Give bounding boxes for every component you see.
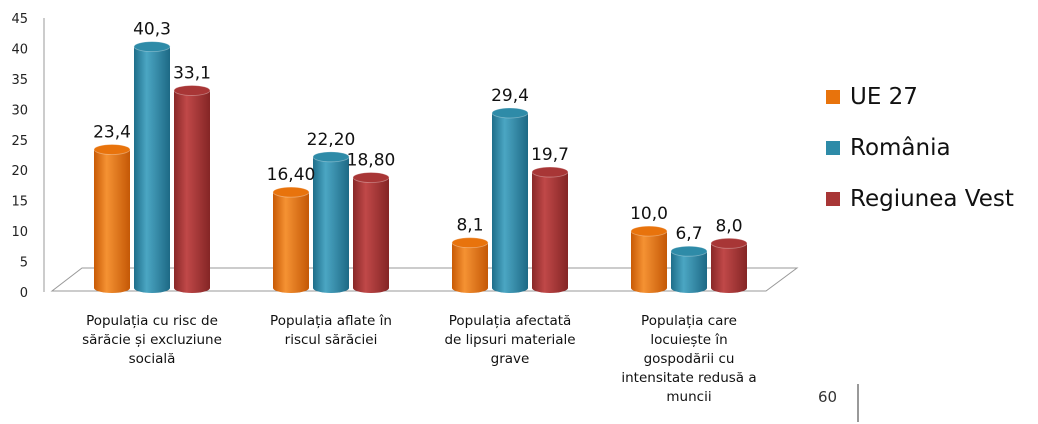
bar	[272, 186, 310, 293]
data-label: 23,4	[93, 123, 131, 143]
category-label-line: riscul sărăciei	[285, 332, 378, 348]
bar-body	[313, 156, 349, 293]
y-tick-label: 0	[20, 286, 28, 301]
bar-top	[630, 225, 668, 237]
data-label: 8,0	[715, 216, 742, 236]
category-label-line: de lipsuri materiale	[444, 332, 575, 348]
data-label: 19,7	[531, 145, 569, 165]
data-label: 33,1	[173, 63, 211, 83]
legend-label: Regiunea Vest	[850, 186, 1014, 212]
bar-body	[452, 242, 488, 293]
data-label: 40,3	[133, 20, 171, 40]
legend-swatch	[826, 90, 840, 104]
y-tick-label: 40	[11, 42, 28, 57]
bar-top	[93, 144, 131, 155]
data-label: 10,0	[630, 204, 668, 224]
category-label-line: gospodării cu	[644, 351, 735, 367]
chart-floor	[50, 267, 799, 292]
bar-top	[173, 85, 211, 96]
category-label-line: Populația cu risc de	[86, 313, 218, 329]
bar	[531, 166, 569, 293]
category-label-line: Populația afectată	[449, 313, 572, 329]
legend-item: Regiunea Vest	[826, 186, 1014, 212]
data-label: 8,1	[456, 216, 483, 236]
bar	[710, 237, 748, 293]
bar-body	[671, 251, 707, 293]
data-label: 16,40	[267, 165, 316, 185]
bars	[93, 41, 748, 293]
bar-top	[710, 237, 748, 249]
y-tick-label: 25	[11, 134, 28, 149]
category-labels: Populația cu risc de sărăcie și excluziun…	[82, 313, 757, 405]
bar-body	[353, 177, 389, 293]
category-label-line: muncii	[666, 389, 711, 405]
bar-body	[94, 149, 130, 293]
data-label: 6,7	[675, 224, 702, 244]
legend-swatch	[826, 192, 840, 206]
y-tick-label: 35	[11, 73, 28, 88]
category-label-line: sărăcie și excluziune	[82, 332, 222, 348]
page-number-group: 60	[818, 384, 859, 422]
category-label: Populația afectată de lipsuri materiale gr…	[444, 313, 575, 367]
category-label-line: locuiește în	[650, 332, 727, 348]
category-label-line: Populația aflate în	[270, 313, 392, 329]
bar-top	[352, 172, 390, 183]
bar-top	[451, 237, 489, 249]
y-tick-label: 5	[20, 256, 28, 271]
category-label-line: intensitate redusă a	[621, 370, 756, 386]
category-label-line: Populația care	[641, 313, 737, 329]
category-label: Populația care locuiește în gospodării cu i…	[621, 313, 756, 405]
bar-top	[531, 166, 569, 178]
legend-item: România	[826, 135, 951, 161]
bar-body	[174, 90, 210, 293]
bar	[93, 144, 131, 293]
legend-item: UE 27	[826, 84, 918, 110]
bar	[312, 151, 350, 293]
data-labels: 23,4 16,40 8,1 10,0 40,3 22,20 29,4 6,7 33,1 18,8…	[93, 20, 742, 245]
bar-body	[134, 46, 170, 293]
y-tick-label: 10	[11, 225, 28, 240]
category-label: Populația aflate în riscul sărăciei	[270, 313, 392, 348]
bar-body	[492, 112, 528, 293]
legend: UE 27 România Regiunea Vest	[826, 84, 1014, 212]
data-label: 22,20	[307, 130, 356, 150]
y-axis-ticks: 0 5 10 15 20 25 30 35 40 45	[11, 12, 28, 301]
bar	[173, 85, 211, 293]
bar-body	[631, 231, 667, 293]
y-tick-label: 15	[11, 195, 28, 210]
legend-label: UE 27	[850, 84, 918, 110]
data-label: 18,80	[347, 151, 396, 171]
legend-label: România	[850, 135, 951, 161]
category-label: Populația cu risc de sărăcie și excluziun…	[82, 313, 222, 367]
bar-top	[133, 41, 171, 53]
bar	[630, 225, 668, 293]
bar-top	[272, 186, 310, 198]
bar	[491, 107, 529, 293]
bar-top	[312, 151, 350, 163]
bar	[352, 172, 390, 293]
bar-body	[532, 172, 568, 293]
page-number: 60	[818, 388, 837, 406]
y-tick-label: 45	[11, 12, 28, 27]
category-label-line: grave	[491, 351, 530, 367]
bar-top	[670, 245, 708, 257]
bar-top	[491, 107, 529, 119]
category-label-line: socială	[129, 351, 176, 367]
bar	[451, 237, 489, 293]
data-label: 29,4	[491, 86, 529, 106]
bar-body	[711, 243, 747, 293]
bar	[670, 245, 708, 293]
y-tick-label: 20	[11, 164, 28, 179]
y-tick-label: 30	[11, 103, 28, 118]
bar	[133, 41, 171, 293]
bar-body	[273, 192, 309, 293]
legend-swatch	[826, 141, 840, 155]
